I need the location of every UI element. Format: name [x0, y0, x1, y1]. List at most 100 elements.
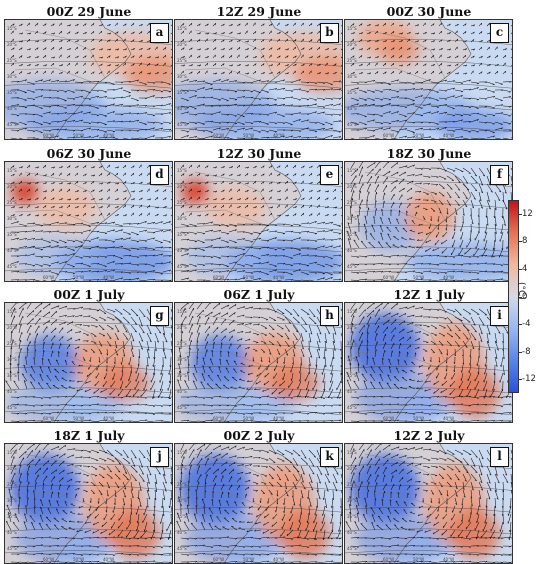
- colorbar-tick-label: 4: [522, 264, 527, 274]
- latitude-label: 45°S: [177, 546, 187, 551]
- longitude-label: 40°W: [443, 133, 454, 138]
- longitude-label: 60°W: [43, 133, 54, 138]
- latitude-label: 45°S: [7, 546, 17, 551]
- latitude-label: 30°S: [347, 357, 357, 362]
- latitude-label: 20°S: [177, 42, 187, 47]
- latitude-label: 30°S: [177, 357, 187, 362]
- latitude-label: 35°S: [347, 232, 357, 237]
- latitude-label: 20°S: [347, 325, 357, 330]
- latitude-label: 15°S: [347, 26, 357, 31]
- latitude-label: 35°S: [347, 90, 357, 95]
- latitude-label: 25°S: [347, 58, 357, 63]
- latitude-label: 25°S: [177, 482, 187, 487]
- anomaly-map: [5, 162, 173, 282]
- latitude-label: 20°S: [177, 184, 187, 189]
- panel-title: 18Z 1 July: [4, 428, 174, 443]
- panel-letter: i: [490, 306, 509, 326]
- panel-title: 06Z 1 July: [174, 287, 344, 302]
- panel-title: 12Z 1 July: [344, 287, 514, 302]
- latitude-label: 15°S: [177, 26, 187, 31]
- longitude-label: 50°W: [73, 275, 84, 280]
- anomaly-map: [345, 303, 513, 423]
- latitude-label: 20°S: [347, 184, 357, 189]
- panel-letter: d: [150, 165, 169, 185]
- latitude-label: 40°S: [7, 389, 17, 394]
- longitude-label: 40°W: [103, 416, 114, 421]
- latitude-label: 25°S: [7, 482, 17, 487]
- latitude-label: 15°S: [7, 309, 17, 314]
- latitude-label: 45°S: [177, 122, 187, 127]
- latitude-label: 30°S: [347, 74, 357, 79]
- latitude-label: 40°S: [177, 389, 187, 394]
- longitude-label: 60°W: [213, 275, 224, 280]
- panel-title: 12Z 30 June: [174, 146, 344, 161]
- panel-title: 00Z 1 July: [4, 287, 174, 302]
- panel-letter: c: [490, 23, 509, 43]
- latitude-label: 35°S: [177, 90, 187, 95]
- latitude-label: 45°S: [347, 405, 357, 410]
- longitude-label: 60°W: [213, 133, 224, 138]
- latitude-label: 40°S: [177, 106, 187, 111]
- anomaly-map: [345, 20, 513, 140]
- panel-title: 12Z 29 June: [174, 4, 344, 19]
- anomaly-map: [175, 303, 343, 423]
- latitude-label: 15°S: [347, 168, 357, 173]
- latitude-label: 45°S: [347, 546, 357, 551]
- latitude-label: 40°S: [347, 389, 357, 394]
- latitude-label: 30°S: [7, 74, 17, 79]
- latitude-label: 25°S: [7, 58, 17, 63]
- latitude-label: 25°S: [347, 341, 357, 346]
- longitude-label: 60°W: [383, 416, 394, 421]
- colorbar-tick-label: 12: [522, 209, 533, 219]
- latitude-label: 25°S: [177, 200, 187, 205]
- anomaly-map: [5, 444, 173, 564]
- latitude-label: 40°S: [347, 248, 357, 253]
- latitude-label: 45°S: [7, 405, 17, 410]
- panel-letter: f: [490, 165, 509, 185]
- longitude-label: 40°W: [443, 275, 454, 280]
- colorbar-tick-label: -8: [522, 347, 530, 357]
- latitude-label: 20°S: [7, 466, 17, 471]
- latitude-label: 35°S: [177, 232, 187, 237]
- latitude-label: 35°S: [7, 373, 17, 378]
- longitude-label: 60°W: [213, 416, 224, 421]
- latitude-label: 30°S: [177, 216, 187, 221]
- latitude-label: 20°S: [347, 42, 357, 47]
- anomaly-map: [5, 20, 173, 140]
- latitude-label: 15°S: [177, 309, 187, 314]
- longitude-label: 50°W: [73, 133, 84, 138]
- longitude-label: 50°W: [243, 133, 254, 138]
- panel-title: 18Z 30 June: [344, 146, 514, 161]
- anomaly-map: [175, 444, 343, 564]
- latitude-label: 30°S: [177, 74, 187, 79]
- latitude-label: 35°S: [7, 514, 17, 519]
- latitude-label: 20°S: [177, 466, 187, 471]
- panel-letter: h: [320, 306, 339, 326]
- latitude-label: 20°S: [7, 42, 17, 47]
- latitude-label: 45°S: [177, 264, 187, 269]
- panel-letter: j: [150, 447, 169, 467]
- latitude-label: 30°S: [7, 498, 17, 503]
- anomaly-map: [345, 444, 513, 564]
- latitude-label: 25°S: [347, 200, 357, 205]
- latitude-label: 25°S: [177, 58, 187, 63]
- latitude-label: 45°S: [7, 122, 17, 127]
- latitude-label: 40°S: [177, 530, 187, 535]
- anomaly-map: [175, 20, 343, 140]
- latitude-label: 15°S: [177, 168, 187, 173]
- longitude-label: 60°W: [43, 416, 54, 421]
- panel-title: 06Z 30 June: [4, 146, 174, 161]
- longitude-label: 60°W: [383, 275, 394, 280]
- colorbar-tick-label: -4: [522, 319, 530, 329]
- panel-letter: l: [490, 447, 509, 467]
- panel-title: 00Z 30 June: [344, 4, 514, 19]
- colorbar-tick-label: -12: [522, 374, 536, 384]
- latitude-label: 30°S: [347, 498, 357, 503]
